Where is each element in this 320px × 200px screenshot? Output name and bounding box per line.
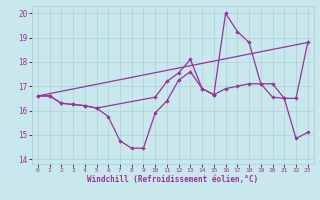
X-axis label: Windchill (Refroidissement éolien,°C): Windchill (Refroidissement éolien,°C) (87, 175, 258, 184)
